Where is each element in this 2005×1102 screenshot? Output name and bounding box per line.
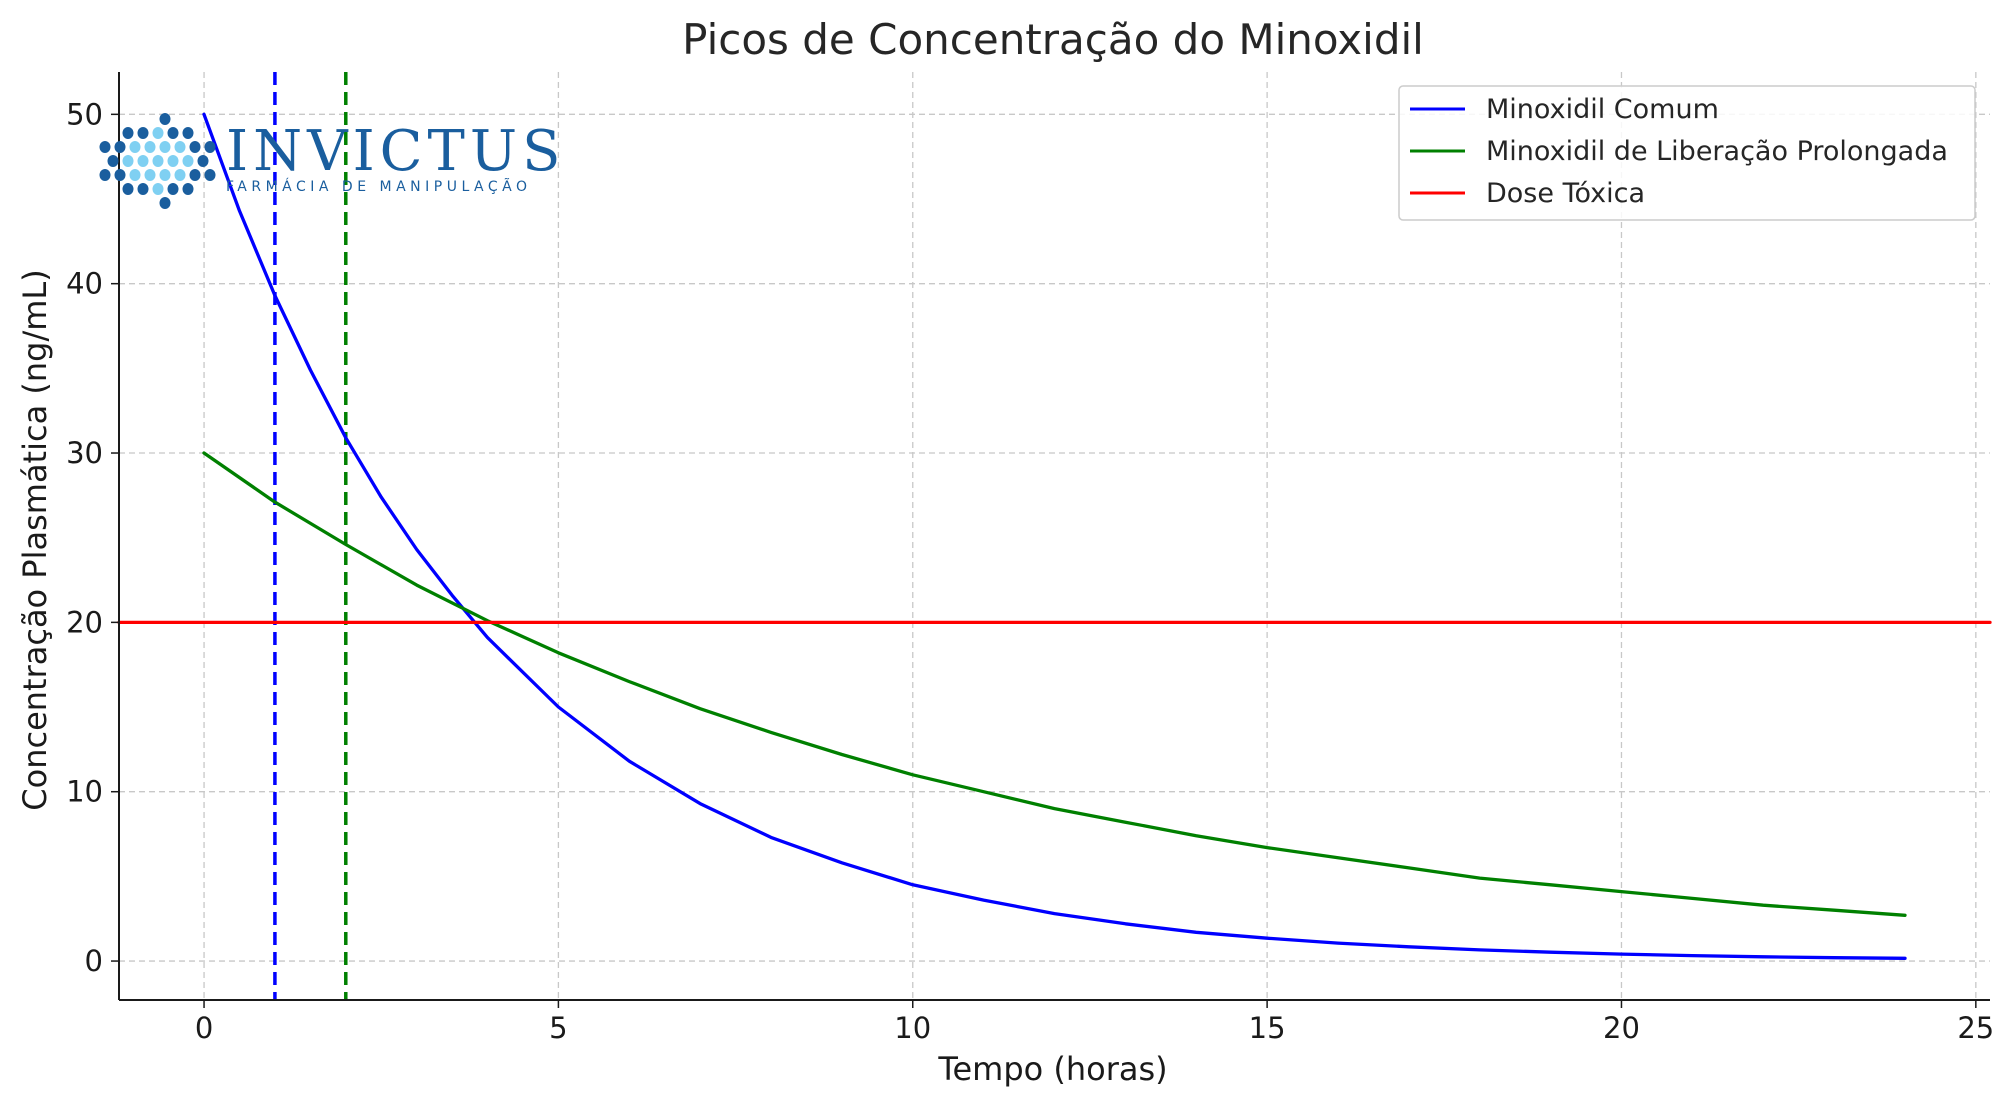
logo-dot bbox=[114, 169, 126, 181]
logo-dot bbox=[174, 169, 186, 181]
logo-dot bbox=[99, 141, 111, 153]
legend-label-toxica: Dose Tóxica bbox=[1486, 178, 1645, 209]
chart-title: Picos de Concentração do Minoxidil bbox=[682, 15, 1424, 64]
series-lines bbox=[117, 112, 1992, 960]
series-line-1 bbox=[202, 451, 1907, 917]
logo-dot bbox=[137, 155, 149, 167]
logo-dot bbox=[152, 155, 164, 167]
x-tick-label: 0 bbox=[195, 1011, 213, 1045]
logo-dot bbox=[174, 141, 186, 153]
logo-dot bbox=[129, 141, 141, 153]
logo-dot bbox=[137, 127, 149, 139]
grid bbox=[119, 72, 1990, 1000]
axes bbox=[111, 72, 1990, 1008]
logo-dot bbox=[152, 127, 164, 139]
logo-dot bbox=[114, 141, 126, 153]
y-tick-label: 30 bbox=[66, 436, 103, 470]
logo-dot bbox=[152, 183, 164, 195]
y-axis-label: Concentração Plasmática (ng/mL) bbox=[16, 269, 54, 810]
logo-dot bbox=[204, 141, 216, 153]
invictus-logo: INVICTUS FARMÁCIA DE MANIPULAÇÃO bbox=[99, 113, 565, 209]
y-tick-label: 40 bbox=[66, 267, 103, 301]
logo-globe-icon bbox=[99, 113, 216, 209]
logo-dot bbox=[167, 183, 179, 195]
legend: Minoxidil Comum Minoxidil de Liberação P… bbox=[1398, 85, 1976, 221]
x-tick-label: 5 bbox=[549, 1011, 567, 1045]
logo-dot bbox=[159, 197, 171, 209]
logo-dot bbox=[167, 127, 179, 139]
logo-dot bbox=[189, 141, 201, 153]
logo-name: INVICTUS bbox=[226, 119, 565, 184]
logo-dot bbox=[189, 169, 201, 181]
peak-markers bbox=[273, 72, 348, 1000]
logo-tagline: FARMÁCIA DE MANIPULAÇÃO bbox=[226, 178, 532, 195]
y-tick-label: 10 bbox=[66, 775, 103, 809]
logo-dot bbox=[182, 183, 194, 195]
y-tick-label: 50 bbox=[66, 97, 103, 131]
series-line-0 bbox=[202, 112, 1907, 960]
legend-label-prolongada: Minoxidil de Liberação Prolongada bbox=[1486, 136, 1948, 167]
logo-dot bbox=[144, 169, 156, 181]
logo-dot bbox=[182, 127, 194, 139]
x-axis-label: Tempo (horas) bbox=[937, 1050, 1167, 1088]
x-tick-label: 20 bbox=[1603, 1011, 1640, 1045]
logo-dot bbox=[159, 113, 171, 125]
logo-dot bbox=[122, 155, 134, 167]
logo-dot bbox=[129, 169, 141, 181]
x-tick-label: 25 bbox=[1957, 1011, 1994, 1045]
logo-dot bbox=[107, 155, 119, 167]
logo-dot bbox=[159, 169, 171, 181]
logo-dot bbox=[159, 141, 171, 153]
legend-label-comum: Minoxidil Comum bbox=[1486, 94, 1719, 125]
logo-dot bbox=[144, 141, 156, 153]
logo-dot bbox=[99, 169, 111, 181]
logo-dot bbox=[137, 183, 149, 195]
logo-dot bbox=[204, 169, 216, 181]
x-tick-label: 10 bbox=[894, 1011, 931, 1045]
logo-dot bbox=[122, 183, 134, 195]
logo-dot bbox=[122, 127, 134, 139]
y-tick-label: 0 bbox=[85, 944, 103, 978]
tick-labels: 0 5 10 15 20 25 0 10 20 30 40 50 bbox=[66, 97, 1994, 1045]
logo-dot bbox=[167, 155, 179, 167]
y-tick-label: 20 bbox=[66, 605, 103, 639]
logo-dot bbox=[182, 155, 194, 167]
x-tick-label: 15 bbox=[1249, 1011, 1286, 1045]
logo-dot bbox=[197, 155, 209, 167]
legend-box bbox=[1398, 85, 1976, 221]
